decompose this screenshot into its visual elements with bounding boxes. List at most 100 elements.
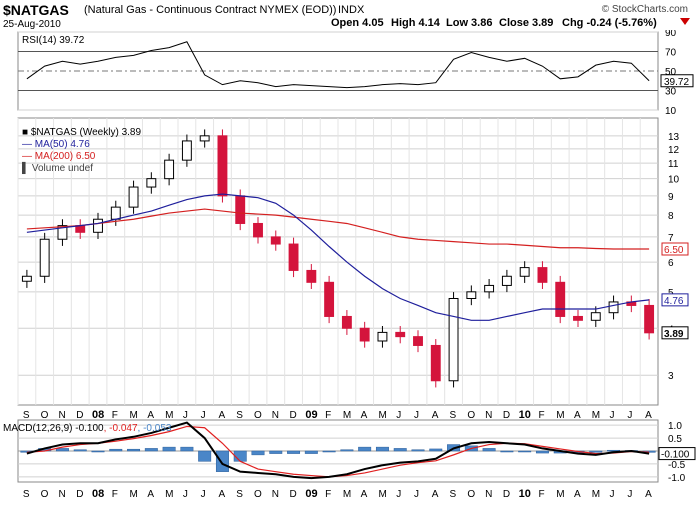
price-x-tick-label: O [254,410,262,421]
price-candle [288,243,299,271]
macd-histogram-bar [429,448,443,452]
price-candle [341,315,352,329]
macd-tick-label: -1.0 [668,473,686,484]
macd-x-tick-label: J [414,489,419,500]
macd-tick-label: 1.0 [668,421,682,432]
symbol-description: (Natural Gas - Continuous Contract NYMEX… [84,4,337,16]
macd-histogram-bar [215,450,229,472]
price-candle [448,297,459,382]
macd-x-tick-label: J [201,489,206,500]
price-legend-volume: ▌ Volume undef [22,161,93,175]
brand-watermark: © StockCharts.com [601,4,688,15]
macd-x-tick-label: D [503,489,510,500]
macd-x-tick-label: M [165,489,173,500]
macd-last-label: -0.100 [661,450,690,461]
macd-histogram-bar [304,450,318,454]
macd-x-tick-label: J [627,489,632,500]
price-x-tick-label: D [503,410,510,421]
price-legend-ma200: — MA(200) 6.50 [22,151,96,162]
macd-x-tick-label: A [432,489,439,500]
macd-histogram-bar [55,448,69,452]
price-x-tick-label: M [165,410,173,421]
price-candle [270,236,281,245]
price-x-tick-label: J [610,410,615,421]
macd-histogram-bar [73,449,87,452]
macd-histogram-bar [322,450,336,453]
macd-x-tick-label: F [325,489,331,500]
macd-legend-signal: , -0.047 [104,423,138,434]
macd-tick-label: -0.5 [668,460,686,471]
index-tag: INDX [338,4,365,16]
high-value: High 4.14 [391,17,440,29]
price-tick-label: 6 [668,258,674,269]
chart-date: 25-Aug-2010 [3,19,61,30]
price-tick-label: 13 [668,132,680,143]
rsi-tick-label: 90 [665,30,677,39]
macd-x-tick-label: 08 [92,488,104,500]
price-x-tick-label: S [450,410,457,421]
macd-x-tick-label: S [23,489,30,500]
price-tick-label: 11 [668,159,679,170]
macd-x-tick-label: M [378,489,386,500]
macd-x-tick-label: A [574,489,581,500]
macd-x-tick-label: M [130,489,138,500]
macd-histogram-bar [411,449,425,452]
price-candle [413,336,423,346]
price-legend-symbol: ■ $NATGAS (Weekly) 3.89 [22,127,141,138]
rsi-panel: 90 70 50 30 10 RSI(14) 39.72 39.72 [17,30,694,116]
price-legend-ma50: — MA(50) 4.76 [22,139,90,150]
price-x-tick-label: M [556,410,564,421]
rsi-tick-label: 30 [665,87,677,98]
price-candle [590,312,601,321]
price-candle [519,267,530,277]
price-candle [573,315,583,321]
price-tick-label: 7 [668,233,674,244]
price-candle [235,195,246,224]
price-tick-label: 8 [668,211,674,222]
price-x-tick-label: D [76,410,83,421]
macd-x-tick-label: N [272,489,279,500]
macd-x-tick-label: M [343,489,351,500]
price-candle [501,275,512,286]
macd-legend-histogram: , -0.053 [138,423,172,434]
macd-x-tick-label: D [290,489,297,500]
price-candle [146,178,157,188]
rsi-frame [17,31,659,111]
macd-histogram-bar [251,450,265,456]
macd-tick-label: 0.5 [668,434,682,445]
macd-x-tick-label: S [236,489,243,500]
price-x-tick-label: N [58,410,65,421]
price-candle [644,304,655,334]
macd-x-tick-label: O [254,489,262,500]
price-panel: 131211109876543■ $NATGAS (Weekly) 3.89— … [17,117,689,406]
price-candle [608,301,619,314]
price-x-tick-label: J [414,410,419,421]
macd-histogram-bar [393,448,407,452]
macd-x-tick-label: O [467,489,475,500]
price-x-tick-label: F [112,410,118,421]
price-last-label: 3.89 [664,329,684,340]
price-tick-label: 9 [668,192,674,203]
low-value: Low 3.86 [446,17,493,29]
macd-line [26,421,650,480]
price-x-axis: S O N D 08 F M A M J J A S O N D 09 F M A M J J A S O N D 10 F M A M J J A [23,409,652,421]
price-tick-label: 12 [668,145,680,156]
price-candle [377,331,388,342]
open-value: Open 4.05 [331,17,384,29]
price-x-tick-label: D [290,410,297,421]
macd-legend-macd: MACD(12,26,9) -0.100 [3,423,104,434]
price-candle [128,186,139,208]
macd-x-tick-label: D [76,489,83,500]
price-x-tick-label: 08 [92,409,104,421]
chart-header: $NATGAS (Natural Gas - Continuous Contra… [0,0,700,30]
price-x-tick-label: M [343,410,351,421]
price-x-tick-label: J [183,410,188,421]
macd-x-tick-label: J [183,489,188,500]
price-candle [164,159,175,180]
price-x-tick-label: M [378,410,386,421]
price-x-tick-label: N [485,410,492,421]
rsi-tick-label: 70 [665,48,677,59]
macd-histogram-bar [535,450,549,454]
price-candle [217,135,228,197]
